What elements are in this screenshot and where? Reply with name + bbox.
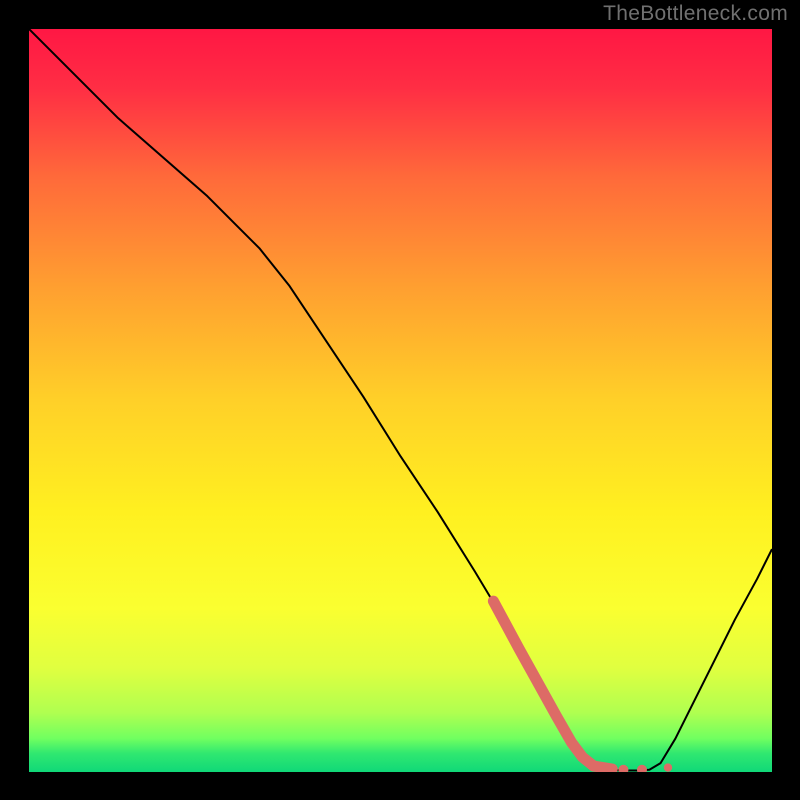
chart-gradient-background — [29, 29, 772, 772]
chart-svg — [29, 29, 772, 772]
highlight-dot — [664, 763, 672, 771]
highlight-segment — [594, 766, 613, 769]
watermark-text: TheBottleneck.com — [603, 2, 788, 26]
bottleneck-chart — [29, 29, 772, 772]
